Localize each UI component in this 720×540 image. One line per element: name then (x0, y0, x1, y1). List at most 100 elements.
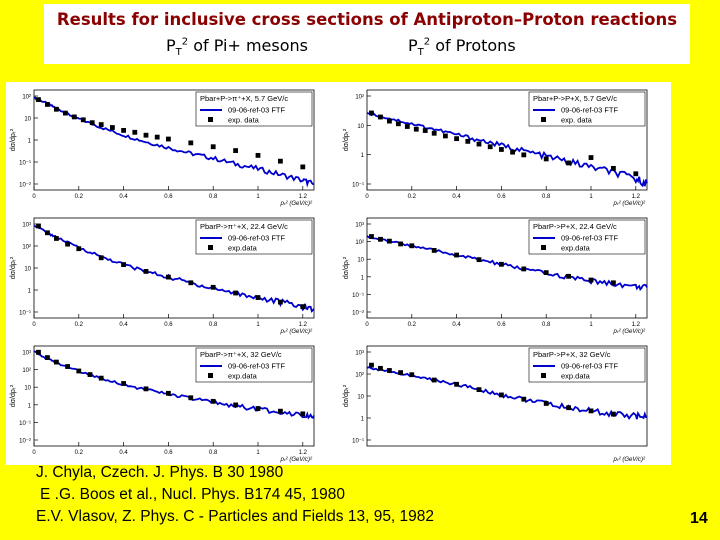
data-point (611, 411, 616, 417)
y-axis-label: dσ/dpₜ² (10, 128, 17, 151)
legend-entry-data: exp.data (228, 244, 258, 253)
plots-area: dσ/dpₜ² 10² 10 1 10⁻¹ 10⁻² 0 0.2 0.4 0.6 0.8 1 1.2 pₜ… (6, 82, 671, 465)
y-tick-label: 10² (22, 95, 31, 101)
data-point (409, 243, 415, 249)
data-point (166, 390, 171, 396)
data-point (521, 396, 527, 402)
plot-frame (366, 217, 648, 319)
x-tick-label: 0 (365, 194, 369, 200)
x-tick-label: 1 (589, 322, 593, 328)
data-point (369, 110, 374, 116)
data-point (398, 370, 403, 375)
x-tick-label: 0.6 (497, 194, 506, 200)
x-tick-label: 0.8 (542, 194, 551, 200)
data-point (143, 386, 149, 392)
x-tick-label: 0.2 (75, 450, 84, 456)
plot-frame (33, 345, 315, 447)
data-point (413, 126, 419, 132)
y-tick-label: 10 (357, 124, 364, 130)
legend-entry-data: exp. data (228, 116, 260, 125)
x-tick-label: 0.6 (164, 194, 173, 200)
data-point (395, 121, 401, 127)
x-tick-label: 0.2 (75, 322, 84, 328)
data-point (132, 129, 138, 135)
data-point (378, 365, 383, 371)
data-point (98, 375, 104, 381)
chart-panel-5: dσ/dpₜ² 10³ 10² 10 1 10⁻¹ 10⁻²0 0.2 0.4 0.6 0.8 1 1.… (6, 338, 338, 464)
model-line (366, 366, 648, 421)
data-point (89, 120, 95, 126)
data-point (409, 372, 415, 378)
y-tick-label: 10⁻² (352, 311, 364, 317)
data-point (54, 359, 59, 365)
legend-entry-data: exp.data (228, 372, 258, 381)
data-point (154, 134, 160, 140)
plot-frame (366, 89, 648, 191)
y-tick-label: 10⁻¹ (352, 293, 364, 299)
data-point (233, 402, 238, 408)
x-tick-label: 0.8 (542, 322, 551, 328)
data-point (369, 234, 374, 239)
data-point (476, 257, 482, 263)
data-point (398, 241, 403, 247)
data-point (387, 238, 392, 244)
x-tick-label: 1 (256, 322, 260, 328)
x-axis-label: pₜ² (GeV/c)² (613, 201, 646, 207)
data-point (278, 408, 283, 414)
data-point (476, 387, 482, 393)
y-tick-label: 1 (28, 403, 32, 409)
data-point (36, 97, 41, 103)
data-point (121, 381, 126, 386)
y-tick-label: 1 (28, 139, 32, 145)
data-point (566, 405, 571, 411)
x-tick-label: 1 (256, 194, 260, 200)
y-axis-label: dσ/dpₜ² (343, 128, 350, 151)
y-tick-label: 10⁻¹ (352, 439, 364, 445)
y-tick-label: 1 (361, 275, 365, 281)
y-tick-label: 10² (22, 245, 31, 251)
data-point (543, 270, 549, 276)
x-tick-label: 0.6 (164, 450, 173, 456)
legend-marker-swatch (208, 373, 213, 378)
data-point (487, 144, 493, 150)
data-point (188, 140, 194, 146)
y-tick-label: 10² (355, 373, 364, 379)
data-point (300, 164, 306, 170)
data-point (476, 141, 482, 147)
x-tick-label: 1.2 (299, 450, 308, 456)
y-tick-label: 10³ (22, 351, 31, 357)
data-point (210, 284, 216, 290)
y-tick-label: 10⁻¹ (19, 311, 31, 317)
y-axis-label: dσ/dpₜ² (343, 256, 350, 279)
data-point (300, 304, 306, 310)
model-line (33, 96, 315, 188)
data-point (543, 401, 549, 406)
data-point (454, 381, 459, 387)
data-point (166, 136, 171, 142)
y-tick-label: 10⁻² (19, 183, 31, 189)
x-tick-label: 0.8 (209, 194, 218, 200)
data-point (233, 148, 238, 153)
y-tick-label: 1 (361, 153, 365, 159)
title-box: Results for inclusive cross sections of … (44, 4, 690, 64)
data-point (188, 395, 194, 401)
left-column-heading: PT2 of Pi+ mesons (166, 36, 308, 59)
legend-entry-data: exp.data (561, 244, 591, 253)
y-axis-label: dσ/dpₜ² (10, 384, 17, 407)
references: J. Chyla, Czech. J. Phys. B 30 1980 E .G… (36, 462, 434, 528)
legend-marker-swatch (541, 373, 546, 378)
x-tick-label: 0 (32, 322, 36, 328)
data-point (76, 368, 82, 374)
chart-title: PbarP->P+X, 32 GeV/c (533, 350, 611, 359)
model-line (366, 235, 648, 291)
legend-entry-model: 09-06-ref-03 FTF (561, 362, 619, 371)
chart-title: PbarP->π⁺+X, 22.4 GeV/c (200, 222, 288, 231)
data-point (65, 241, 70, 247)
chart-panel-1: dσ/dpₜ² 10² 10 1 10⁻¹ 10⁻²0 0.2 0.4 0.6 0.8 1 1.2pₜ… (6, 82, 338, 208)
data-point (121, 262, 126, 267)
x-tick-label: 0.4 (119, 450, 128, 456)
chart-title: PbarP->P+X, 22.4 GeV/c (533, 222, 617, 231)
data-point (71, 114, 77, 120)
data-point (166, 274, 171, 280)
data-point (588, 408, 594, 414)
